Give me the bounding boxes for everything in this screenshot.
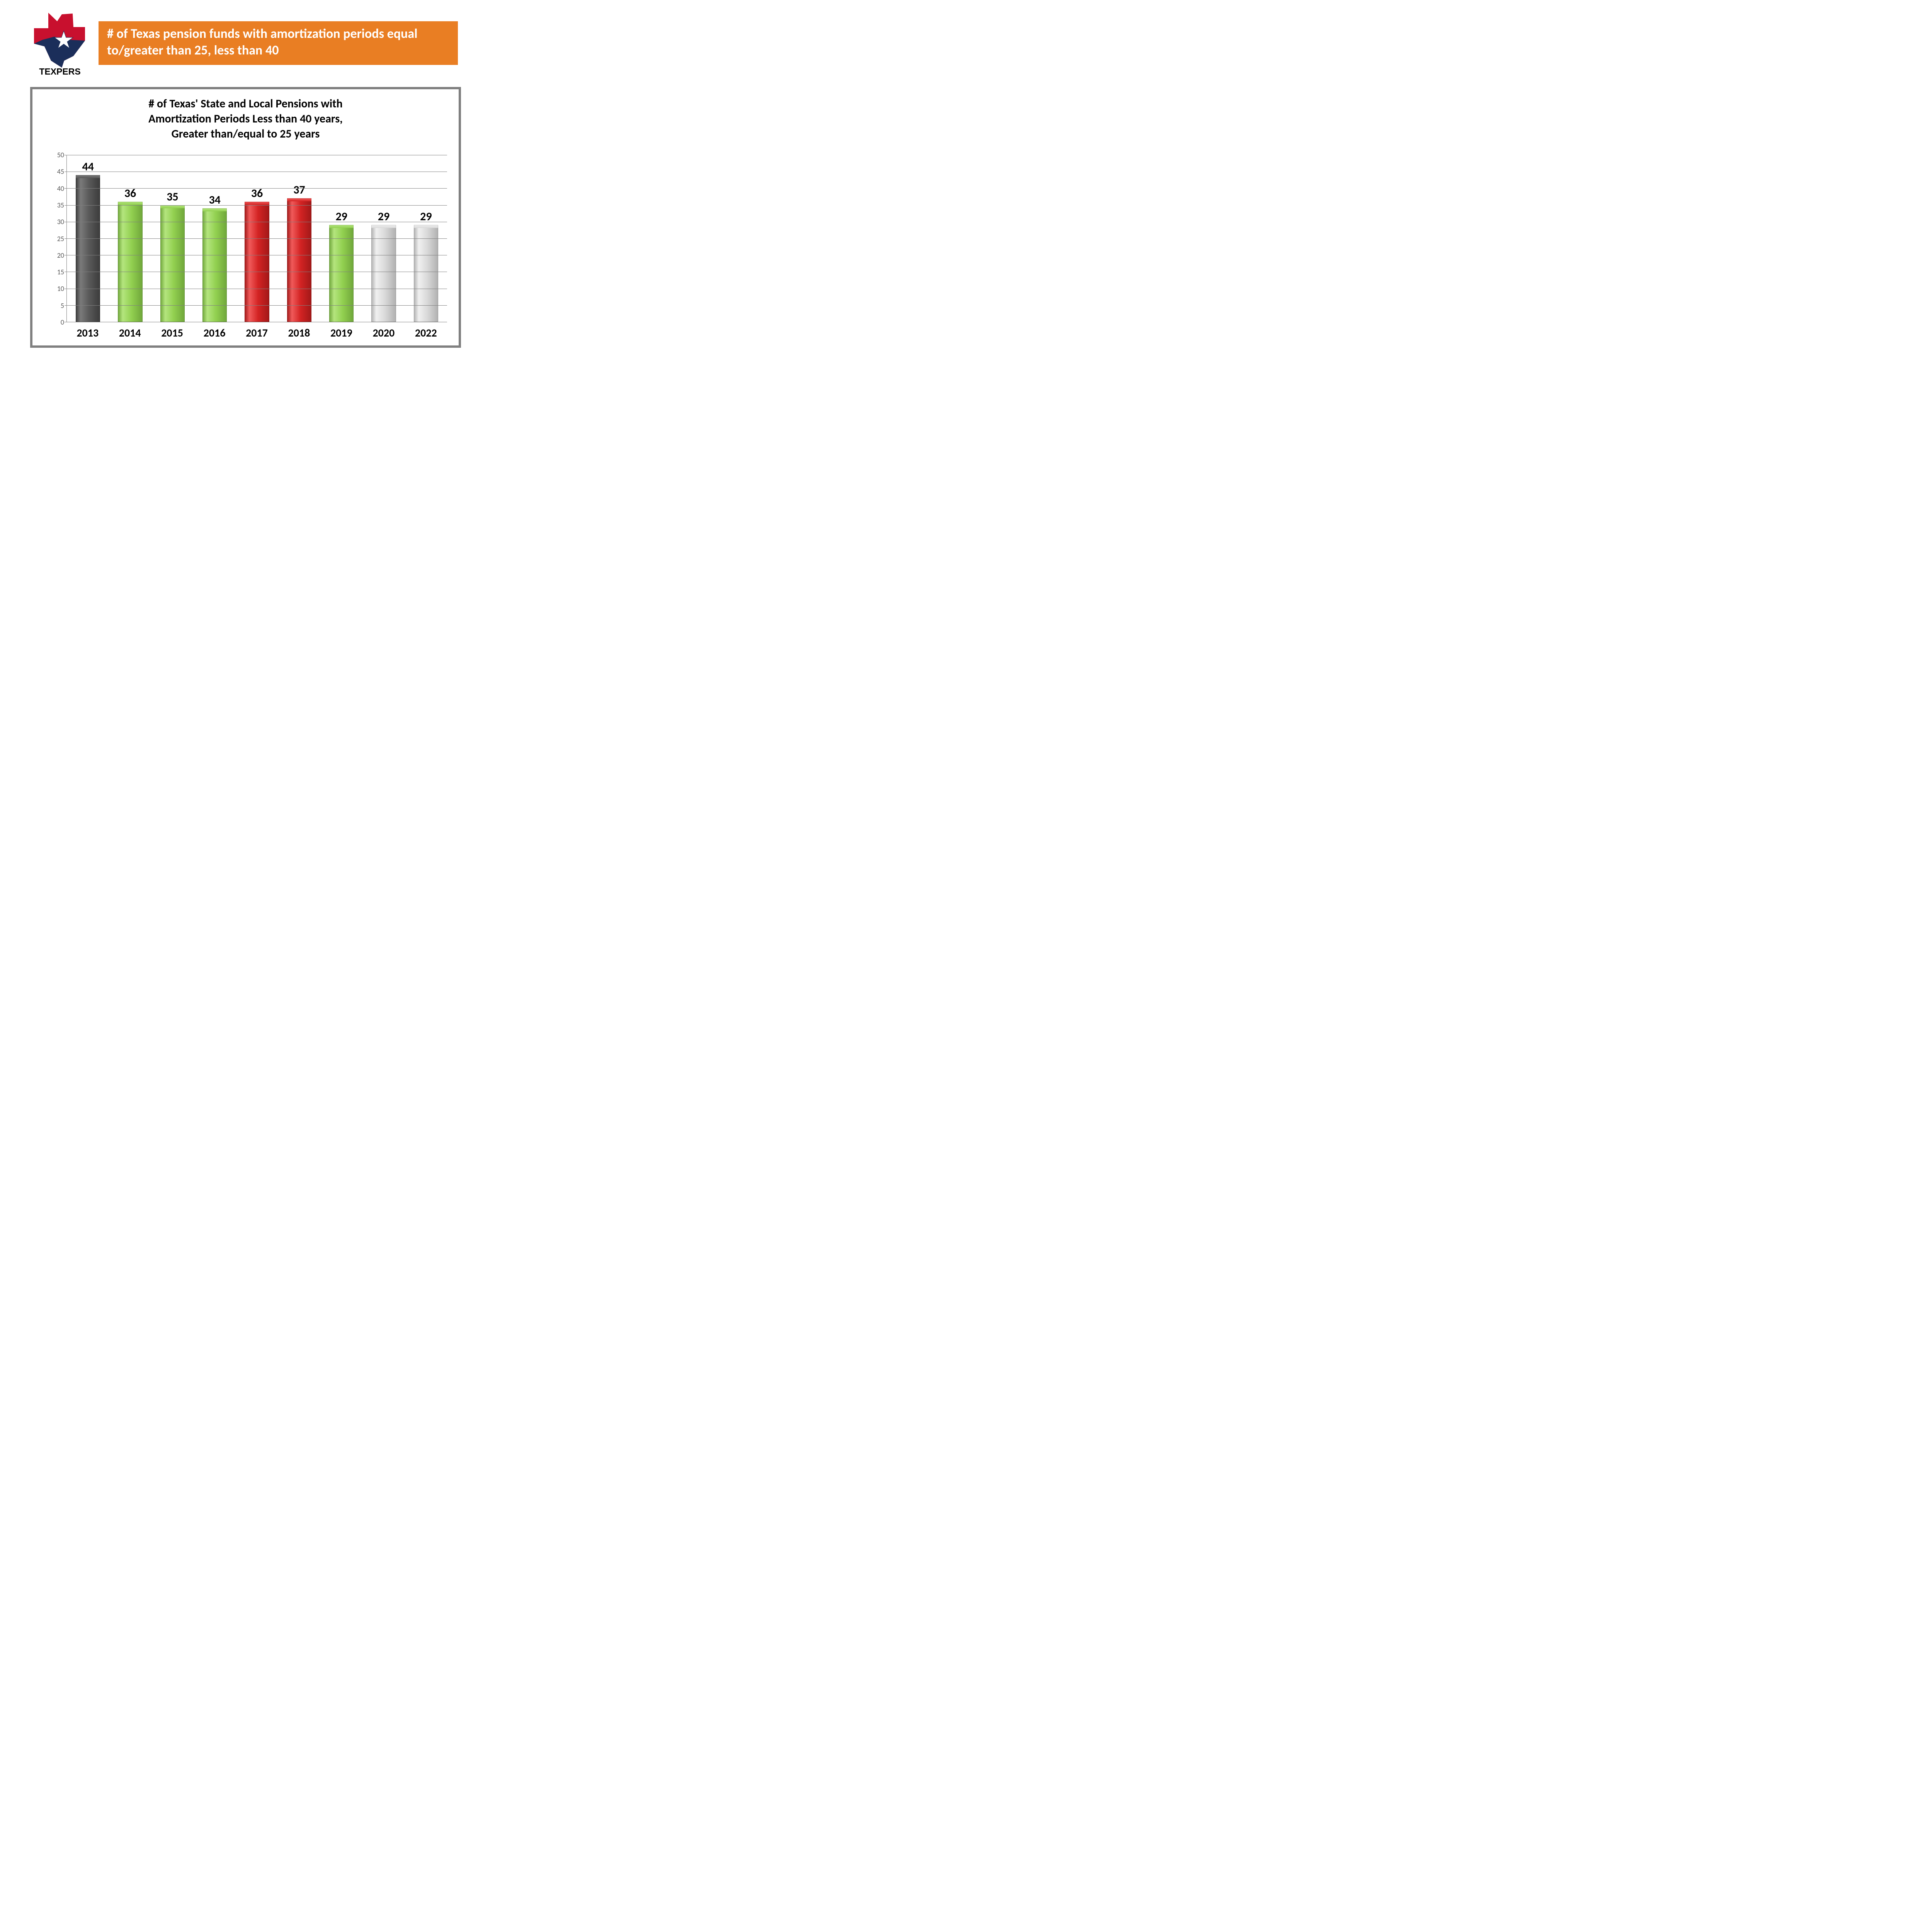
y-tick-label: 15	[57, 268, 64, 276]
header: TEXPERS # of Texas pension funds with am…	[23, 8, 471, 77]
y-tick-label: 40	[57, 184, 64, 193]
x-category-label: 2020	[362, 326, 405, 340]
bar: 35	[160, 205, 185, 322]
x-category-label: 2013	[66, 326, 109, 340]
bar-value-label: 35	[160, 190, 185, 204]
texas-shape-icon: TEXPERS	[27, 10, 93, 75]
y-tick-label: 5	[61, 301, 64, 310]
gridline	[67, 205, 447, 206]
x-category-label: 2019	[320, 326, 362, 340]
y-tick-label: 20	[57, 251, 64, 260]
plot-wrap: 05101520253035404550 443635343637292929 …	[48, 155, 447, 322]
x-category-label: 2014	[109, 326, 151, 340]
gridline	[67, 238, 447, 239]
y-tick-label: 0	[61, 318, 64, 327]
chart-title: # of Texas' State and Local Pensions wit…	[32, 96, 459, 141]
gridline	[67, 188, 447, 189]
chart-panel: # of Texas' State and Local Pensions wit…	[30, 87, 461, 348]
y-axis: 05101520253035404550	[48, 155, 66, 322]
bar: 36	[245, 202, 269, 322]
y-tick-label: 50	[57, 151, 64, 159]
x-category-label: 2018	[278, 326, 320, 340]
x-category-label: 2022	[405, 326, 447, 340]
y-tick-label: 45	[57, 167, 64, 176]
bar: 29	[329, 225, 354, 322]
y-tick-label: 10	[57, 284, 64, 293]
x-category-label: 2015	[151, 326, 193, 340]
page: TEXPERS # of Texas pension funds with am…	[0, 0, 495, 371]
texpers-logo: TEXPERS	[27, 10, 93, 75]
y-tick-label: 35	[57, 201, 64, 209]
logo-text: TEXPERS	[39, 66, 80, 75]
title-banner: # of Texas pension funds with amortizati…	[99, 21, 458, 65]
bar: 29	[414, 225, 438, 322]
bar: 37	[287, 198, 311, 322]
x-category-label: 2017	[236, 326, 278, 340]
gridline	[67, 305, 447, 306]
y-tick-label: 30	[57, 218, 64, 226]
x-category-label: 2016	[193, 326, 235, 340]
x-axis-labels: 201320142015201620172018201920202022	[66, 326, 447, 342]
bar: 44	[76, 175, 100, 322]
bar: 29	[371, 225, 396, 322]
plot-area: 443635343637292929	[66, 155, 447, 322]
bar-value-label: 37	[287, 183, 311, 197]
bar: 36	[118, 202, 142, 322]
y-tick-label: 25	[57, 235, 64, 243]
